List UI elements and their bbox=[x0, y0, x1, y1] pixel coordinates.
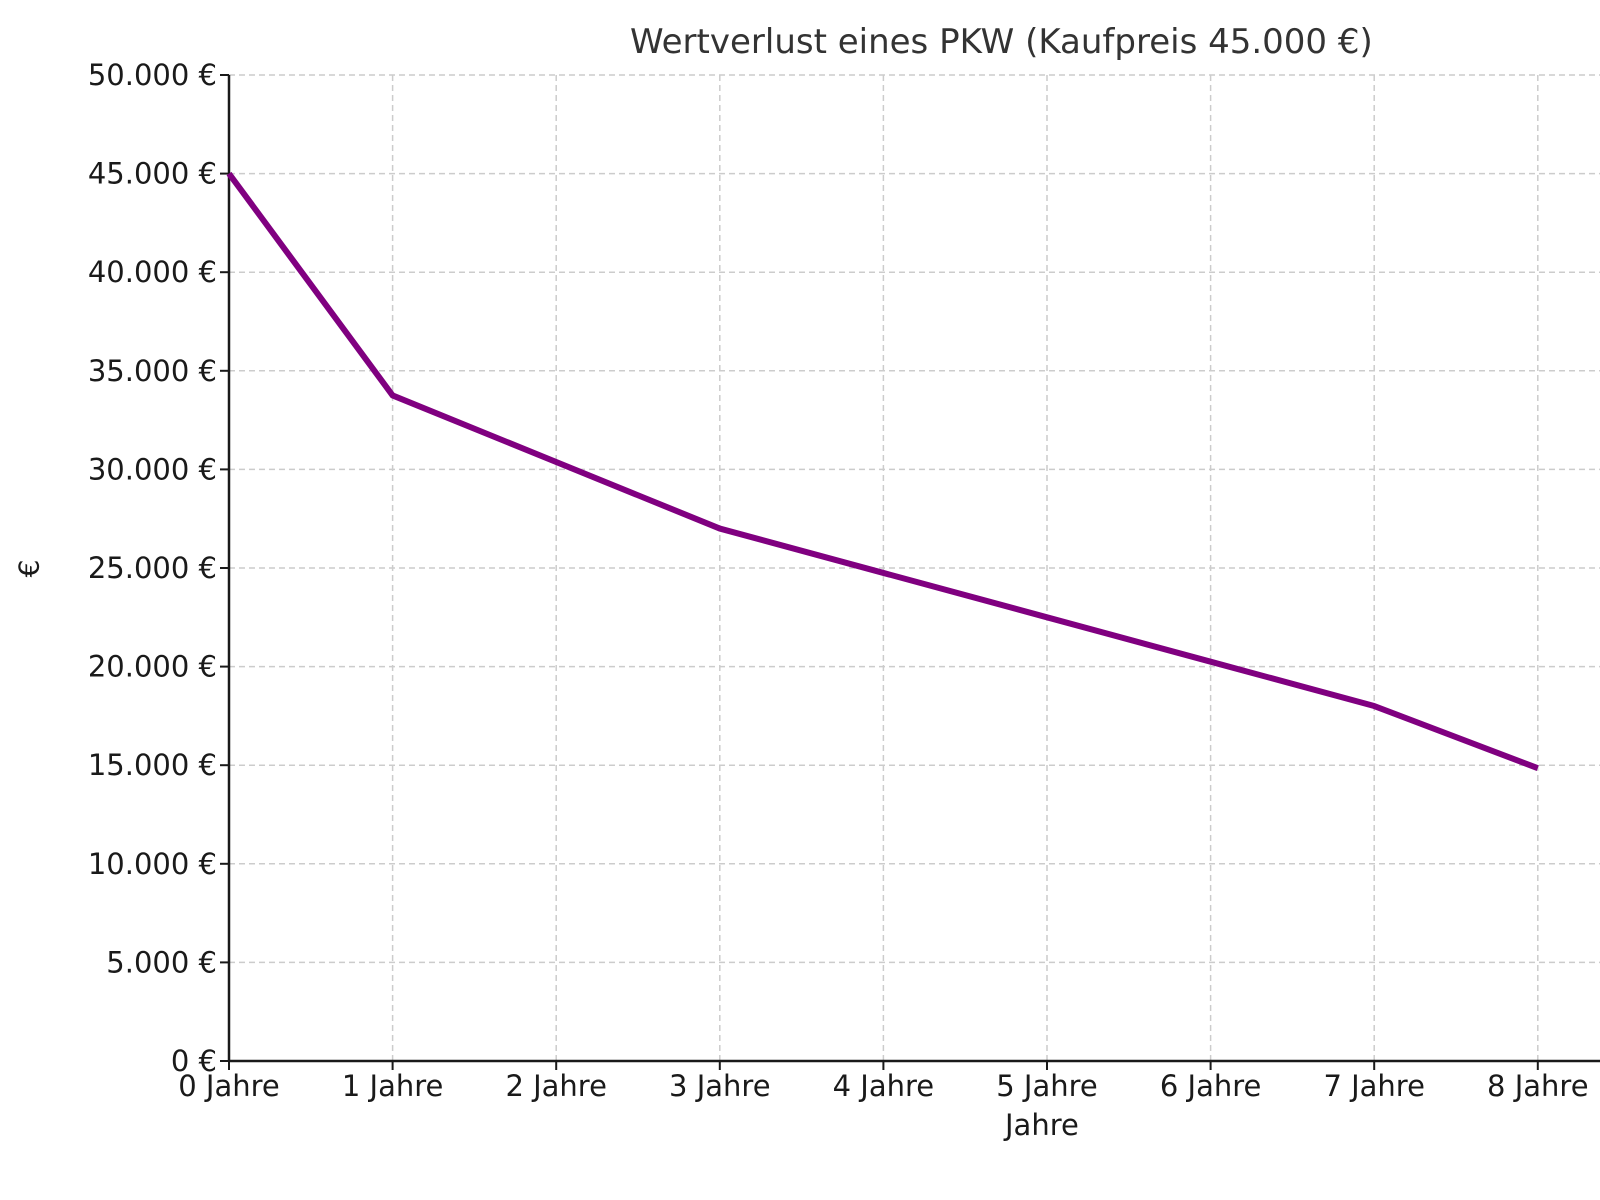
y-tick-label: 35.000 € bbox=[88, 354, 217, 388]
y-tick-label: 15.000 € bbox=[88, 748, 217, 782]
x-tick-label: 5 Jahre bbox=[996, 1069, 1098, 1103]
x-tick-label: 3 Jahre bbox=[669, 1069, 771, 1103]
x-tick-label: 2 Jahre bbox=[505, 1069, 607, 1103]
x-tick-label: 6 Jahre bbox=[1160, 1069, 1262, 1103]
y-tick-label: 45.000 € bbox=[88, 157, 217, 191]
y-tick-label: 30.000 € bbox=[88, 452, 217, 486]
y-tick-label: 0 € bbox=[171, 1044, 217, 1078]
y-tick-label: 50.000 € bbox=[88, 58, 217, 92]
x-tick-label: 8 Jahre bbox=[1487, 1069, 1589, 1103]
x-tick-label: 0 Jahre bbox=[178, 1069, 280, 1103]
chart-title: Wertverlust eines PKW (Kaufpreis 45.000 … bbox=[630, 22, 1373, 62]
y-tick-label: 20.000 € bbox=[88, 650, 217, 684]
y-tick-label: 10.000 € bbox=[88, 847, 217, 881]
x-tick-label: 4 Jahre bbox=[833, 1069, 935, 1103]
series-line bbox=[226, 171, 1539, 771]
y-tick-label: 40.000 € bbox=[88, 255, 217, 289]
x-tick-label: 7 Jahre bbox=[1323, 1069, 1425, 1103]
x-tick-label: 1 Jahre bbox=[342, 1069, 444, 1103]
x-axis-label: Jahre bbox=[1005, 1108, 1079, 1142]
y-tick-label: 25.000 € bbox=[88, 551, 217, 585]
y-tick-label: 5.000 € bbox=[106, 945, 217, 979]
